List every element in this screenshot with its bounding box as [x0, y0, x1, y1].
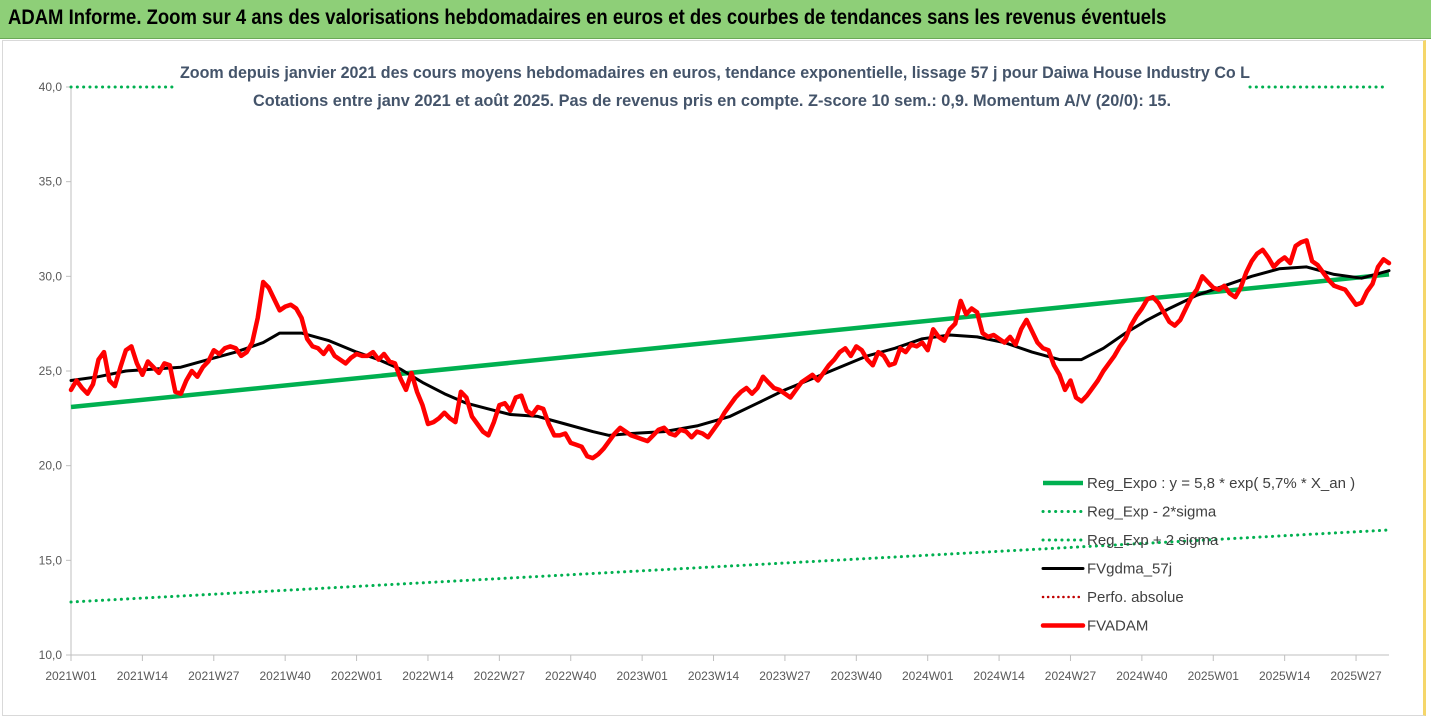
- chart-frame: [2, 40, 1426, 716]
- x-tick-label: 2024W14: [973, 669, 1025, 683]
- legend-label: Perfo. absolue: [1087, 589, 1184, 606]
- y-tick-label: 10,0: [39, 648, 63, 662]
- x-tick-label: 2022W01: [331, 669, 383, 683]
- x-tick-label: 2023W01: [616, 669, 668, 683]
- series-line-fvadam: [68, 238, 1392, 461]
- x-tick-label: 2021W27: [188, 669, 240, 683]
- x-tick-label: 2025W14: [1259, 669, 1311, 683]
- axes: 10,0 15,0 20,0 25,0 30,0 35,0 40,0 2021W01 2021W…: [39, 80, 1389, 683]
- series: [68, 85, 1392, 604]
- x-tick-label: 2022W27: [474, 669, 526, 683]
- y-tick-label: 40,0: [39, 80, 63, 94]
- y-tick-label: 35,0: [39, 175, 63, 189]
- chart-title: Zoom depuis janvier 2021 des cours moyen…: [180, 63, 1250, 82]
- series-line-reg-expo-y-5-8-exp-5-7-x-an: [70, 272, 1390, 410]
- page-title: ADAM Informe. Zoom sur 4 ans des valoris…: [8, 6, 1167, 29]
- series-line-reg-exp-2-sigma: [69, 528, 1391, 604]
- header-bar: ADAM Informe. Zoom sur 4 ans des valoris…: [0, 0, 1431, 39]
- y-tick-label: 25,0: [39, 364, 63, 378]
- x-tick-label: 2022W40: [545, 669, 597, 683]
- legend: Reg_Expo : y = 5,8 * exp( 5,7% * X_an ) R…: [1040, 475, 1355, 635]
- x-tick-label: 2021W14: [117, 669, 169, 683]
- x-tick-label: 2024W27: [1045, 669, 1097, 683]
- legend-label: Reg_Exp - 2*sigma: [1087, 504, 1217, 521]
- legend-label: FVgdma_57j: [1087, 561, 1172, 578]
- x-tick-label: 2024W01: [902, 669, 954, 683]
- legend-label: FVADAM: [1087, 618, 1148, 635]
- chart-title-group: Zoom depuis janvier 2021 des cours moyen…: [180, 63, 1250, 110]
- y-tick-label: 30,0: [39, 269, 63, 283]
- x-tick-label: 2023W40: [831, 669, 883, 683]
- x-tick-label: 2023W14: [688, 669, 740, 683]
- y-tick-label: 15,0: [39, 553, 63, 567]
- legend-label: Reg_Expo : y = 5,8 * exp( 5,7% * X_an ): [1087, 475, 1355, 492]
- x-tick-label: 2024W40: [1116, 669, 1168, 683]
- chart-subtitle: Cotations entre janv 2021 et août 2025. …: [253, 91, 1171, 110]
- series-line-fvgdma-57j: [69, 265, 1391, 437]
- x-tick-label: 2021W01: [45, 669, 97, 683]
- legend-label: Reg_Exp + 2 sigma: [1087, 532, 1219, 549]
- x-tick-label: 2022W14: [402, 669, 454, 683]
- x-tick-label: 2021W40: [259, 669, 311, 683]
- x-tick-label: 2023W27: [759, 669, 811, 683]
- x-tick-label: 2025W27: [1330, 669, 1382, 683]
- y-tick-label: 20,0: [39, 459, 63, 473]
- x-tick-label: 2025W01: [1188, 669, 1240, 683]
